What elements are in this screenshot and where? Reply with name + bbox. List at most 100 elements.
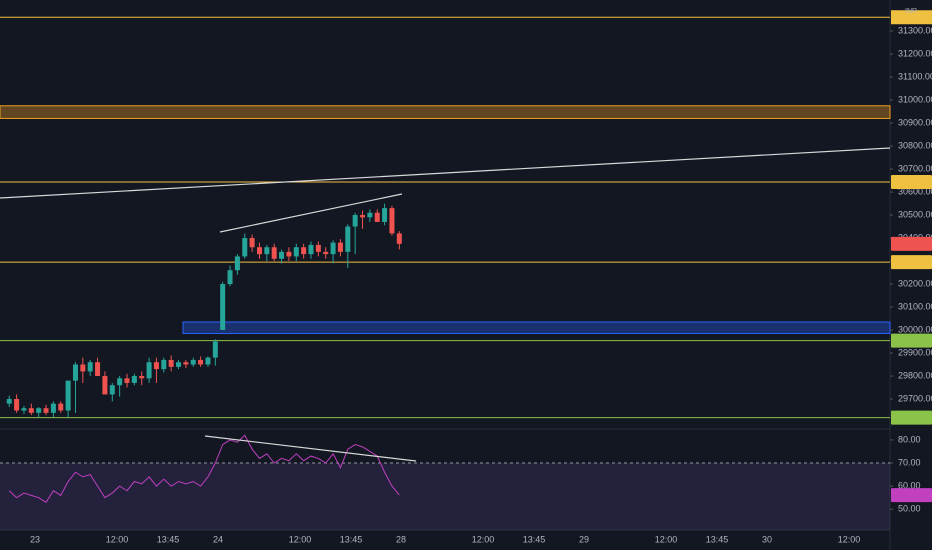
candle-body — [234, 256, 240, 271]
x-tick-label: 12:00 — [106, 534, 129, 544]
candle-body — [21, 408, 27, 411]
candle-body — [315, 244, 321, 252]
rsi-last-badge — [891, 488, 932, 503]
candle-body — [227, 270, 233, 285]
x-tick-label: 24 — [213, 534, 223, 544]
currency-label: INR — [905, 8, 917, 15]
candle-body — [109, 385, 115, 395]
candle-body — [337, 242, 343, 252]
candle-body — [323, 251, 329, 255]
x-tick-label: 12:00 — [838, 534, 861, 544]
candle-body — [80, 364, 86, 372]
candle-body — [28, 408, 34, 413]
candle-body — [367, 212, 373, 218]
candle-body — [286, 251, 292, 257]
x-tick-label: 23 — [30, 534, 40, 544]
candle-body — [183, 362, 189, 365]
level-badge — [891, 255, 932, 270]
candle-body — [264, 247, 270, 255]
candle-body — [220, 284, 226, 331]
y-tick-label: 30500.00 — [898, 209, 932, 219]
candle-body — [161, 359, 167, 370]
candle-body — [117, 378, 123, 386]
candle-body — [205, 357, 211, 365]
y-tick-label: 29900.00 — [898, 347, 932, 357]
candle-body — [256, 247, 262, 255]
candle-body — [6, 399, 12, 404]
x-tick-label: 29 — [579, 534, 589, 544]
candle-body — [176, 362, 182, 367]
candle-body — [43, 408, 49, 413]
candle-body — [374, 212, 380, 222]
y-tick-label: 31300.00 — [898, 25, 932, 35]
candle-body — [124, 378, 130, 383]
y-tick-label: 30700.00 — [898, 163, 932, 173]
y-tick-label: 31200.00 — [898, 48, 932, 58]
candle-body — [87, 362, 93, 372]
candle-body — [271, 247, 277, 259]
x-tick-label: 28 — [396, 534, 406, 544]
candle-body — [14, 399, 20, 411]
rsi-tick-label: 50.00 — [898, 504, 921, 514]
trend-line — [219, 193, 403, 233]
candle-body — [36, 408, 42, 413]
level-badge — [891, 175, 932, 190]
rsi-tick-label: 80.00 — [898, 434, 921, 444]
level-badge — [891, 333, 932, 348]
candle-body — [190, 359, 196, 365]
candle-body — [279, 251, 285, 259]
x-tick-label: 13:45 — [340, 534, 363, 544]
candle-body — [249, 238, 255, 248]
y-tick-label: 30200.00 — [898, 278, 932, 288]
x-tick-label: 30 — [762, 534, 772, 544]
candle-body — [168, 359, 174, 367]
y-tick-label: 31100.00 — [898, 71, 932, 81]
rsi-trend-line — [204, 435, 417, 462]
candle-body — [131, 376, 137, 383]
x-tick-label: 12:00 — [289, 534, 312, 544]
x-tick-label: 12:00 — [472, 534, 495, 544]
last-price-badge — [891, 236, 932, 251]
y-tick-label: 30100.00 — [898, 301, 932, 311]
candle-body — [360, 215, 366, 218]
candle-body — [242, 238, 248, 257]
y-tick-label: 30800.00 — [898, 140, 932, 150]
candle-body — [102, 376, 108, 395]
level-badge — [891, 410, 932, 425]
candle-body — [198, 359, 204, 365]
candle-body — [72, 364, 78, 381]
rsi-tick-label: 60.00 — [898, 480, 921, 490]
candle-body — [50, 403, 56, 413]
trend-line — [0, 147, 891, 199]
top-level-badge — [891, 10, 932, 25]
candle-body — [389, 208, 395, 234]
rsi-tick-label: 70.00 — [898, 457, 921, 467]
candle-body — [301, 247, 307, 255]
candle-body — [345, 226, 351, 252]
rsi-band — [0, 463, 890, 530]
y-tick-label: 30900.00 — [898, 117, 932, 127]
y-tick-label: 31000.00 — [898, 94, 932, 104]
candle-body — [95, 362, 101, 377]
candle-body — [146, 362, 152, 379]
candle-body — [382, 208, 388, 222]
candle-body — [293, 247, 299, 257]
x-tick-label: 13:45 — [157, 534, 180, 544]
candle-body — [308, 244, 314, 255]
plot: 31300.00 31200.00 31100.00 31000.00 30900.00… — [0, 16, 932, 544]
y-tick-label: 30000.00 — [898, 324, 932, 334]
y-tick-label: 29800.00 — [898, 370, 932, 380]
zone — [0, 105, 891, 119]
candle-body — [330, 242, 336, 255]
zone — [182, 321, 891, 334]
x-tick-label: 13:45 — [523, 534, 546, 544]
rsi-line — [8, 434, 400, 503]
x-tick-label: 13:45 — [706, 534, 729, 544]
y-tick-label: 30600.00 — [898, 186, 932, 196]
x-tick-label: 12:00 — [655, 534, 678, 544]
candle-body — [58, 403, 64, 411]
candle-body — [352, 215, 358, 227]
candle-body — [139, 376, 145, 379]
